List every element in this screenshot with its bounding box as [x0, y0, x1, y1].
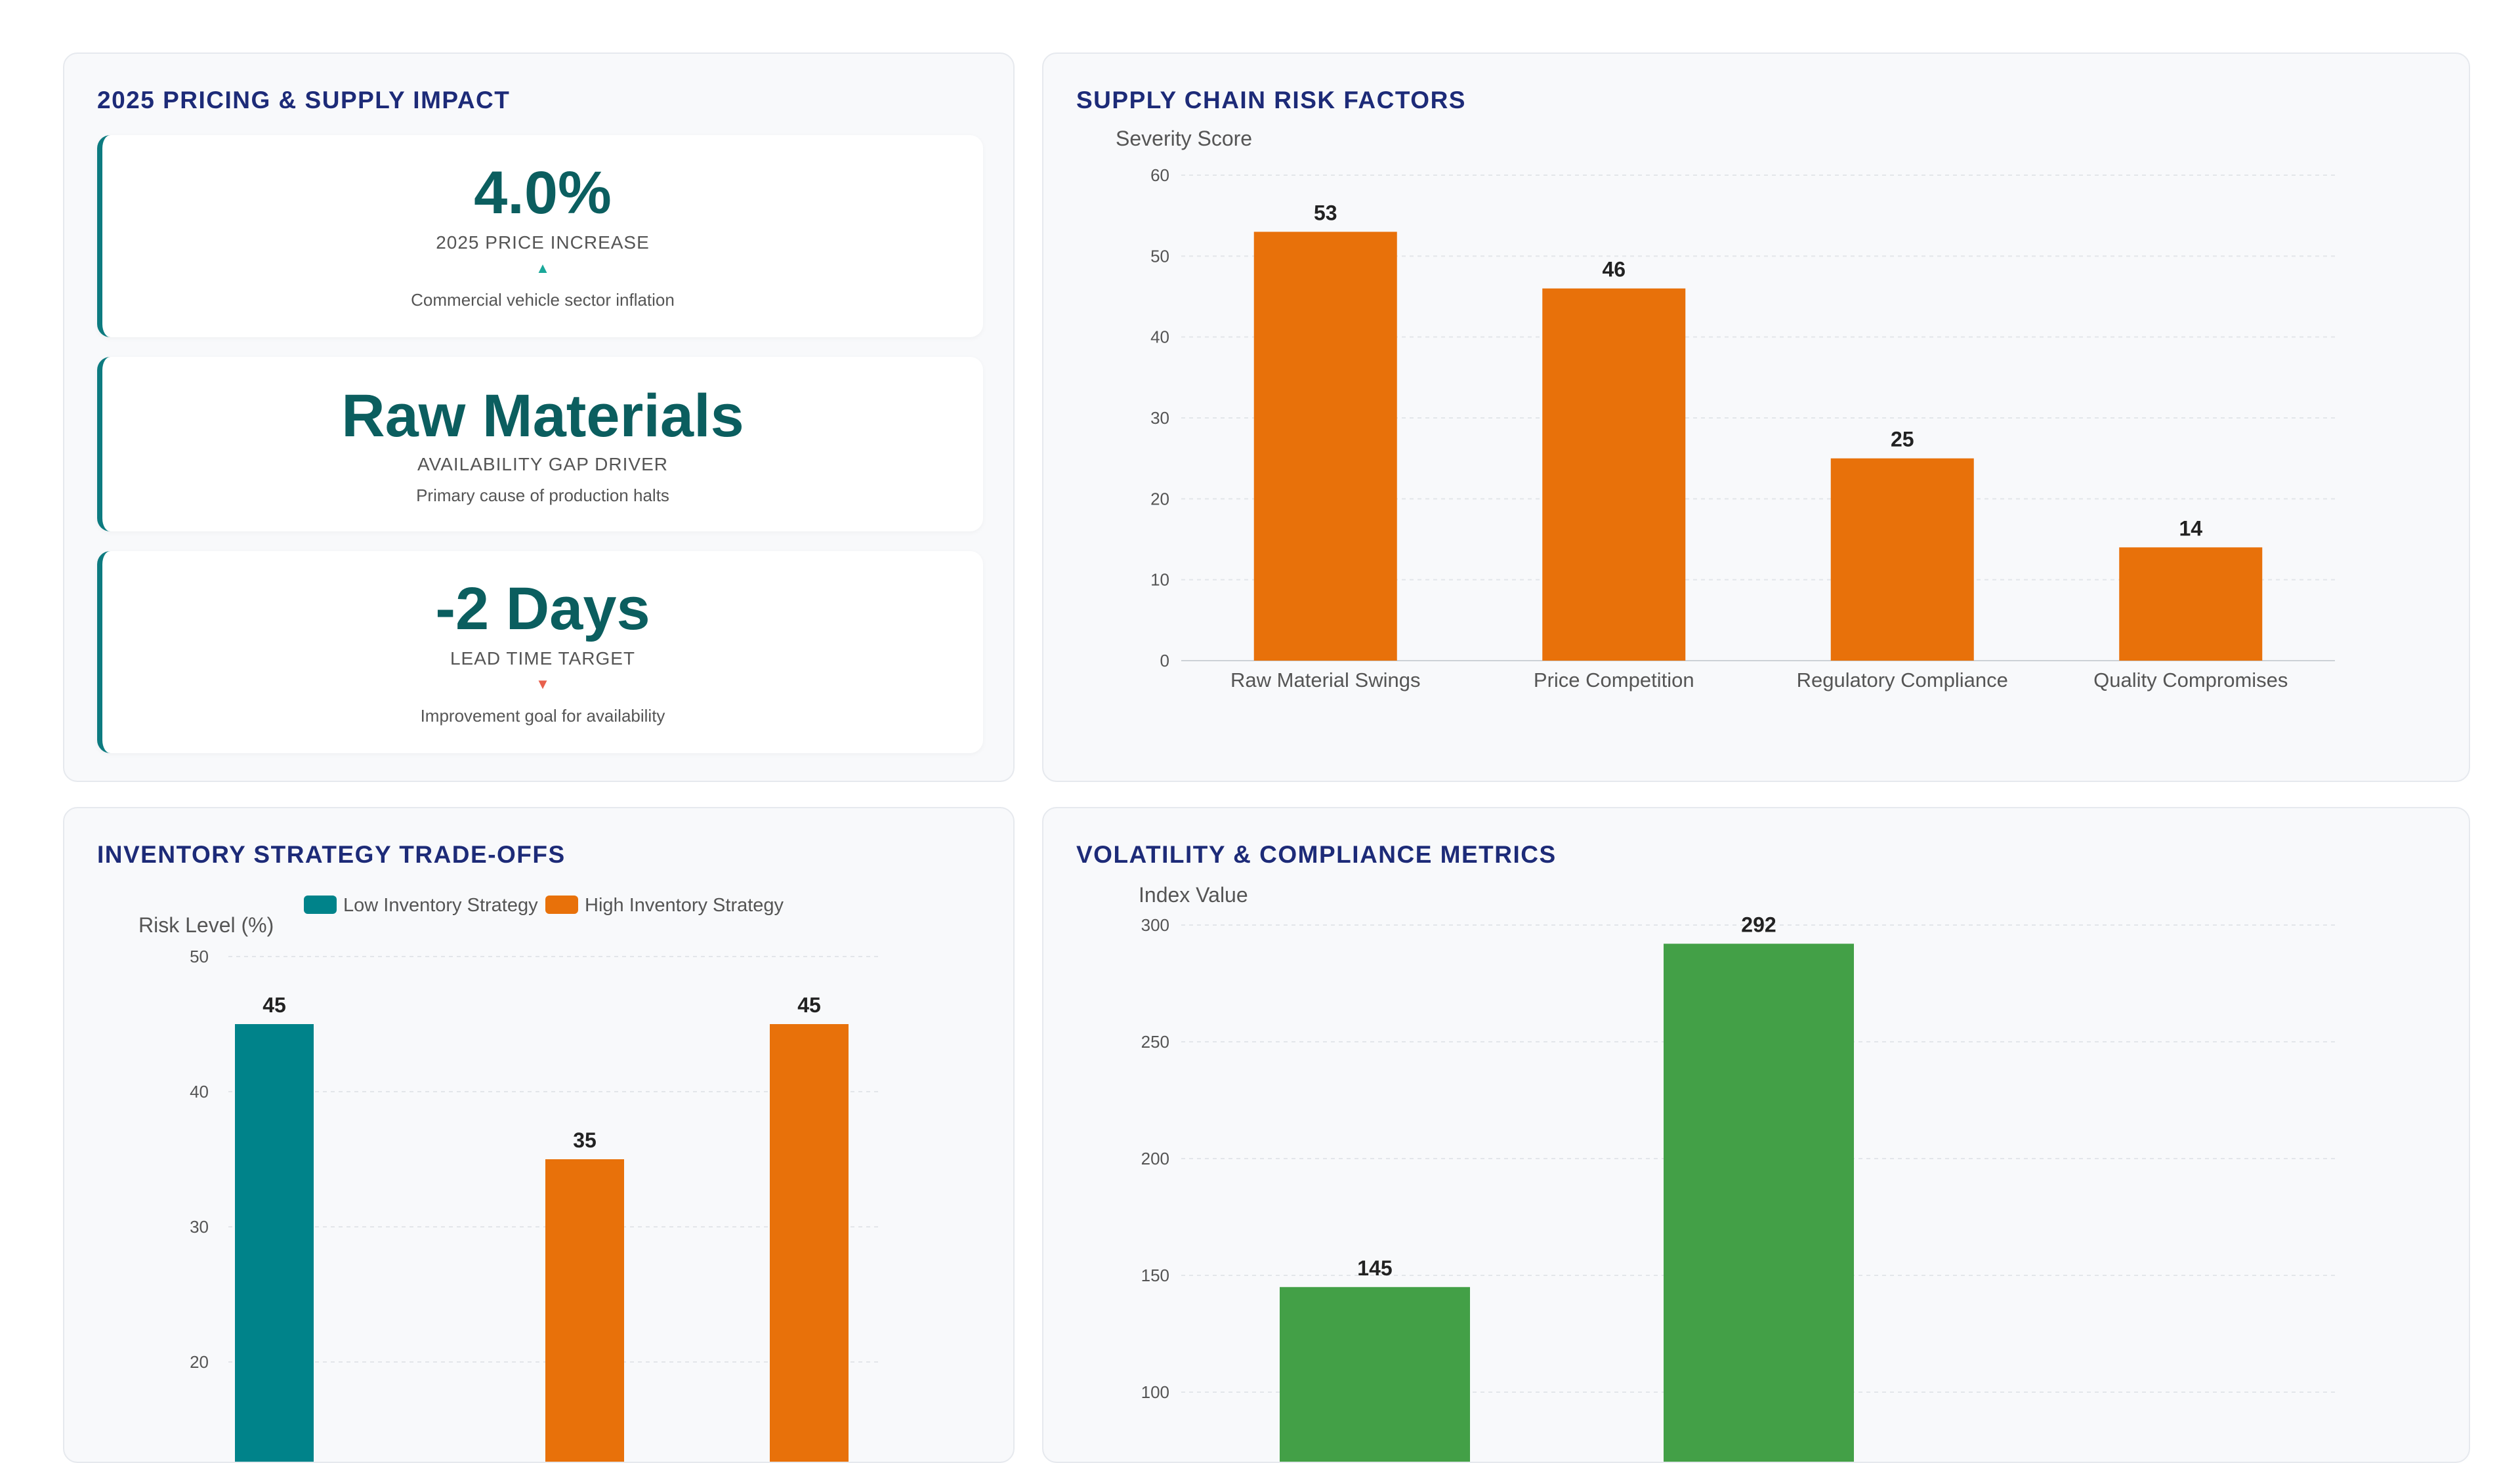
data-label: 14 [2179, 516, 2202, 540]
risk-panel-title: SUPPLY CHAIN RISK FACTORS [1076, 87, 1466, 113]
bar [1542, 288, 1686, 661]
bar [545, 1159, 624, 1462]
x-tick-label: Quality Compromises [2093, 669, 2288, 691]
kpi-description: Improvement goal for availability [420, 706, 665, 726]
y-axis-label: Severity Score [1116, 127, 1252, 150]
data-label: 53 [1314, 201, 1337, 224]
inventory-bar-chart: Low Inventory Strategy High Inventory Str… [138, 895, 878, 1462]
kpi-label: 2025 PRICE INCREASE [436, 232, 650, 253]
pricing-panel: 2025 PRICING & SUPPLY IMPACT 4.0% 2025 P… [63, 52, 1015, 782]
inventory-panel: INVENTORY STRATEGY TRADE-OFFS Low Invent… [63, 807, 1015, 1463]
legend-swatch [304, 896, 337, 914]
y-tick-label: 0 [1160, 651, 1169, 670]
volatility-panel-title: VOLATILITY & COMPLIANCE METRICS [1076, 841, 1557, 868]
legend-label: High Inventory Strategy [585, 895, 784, 916]
y-tick-label: 40 [190, 1082, 209, 1102]
y-tick-label: 300 [1141, 915, 1169, 935]
volatility-panel: VOLATILITY & COMPLIANCE METRICS Index Va… [1042, 807, 2470, 1463]
kpi-label: LEAD TIME TARGET [450, 648, 636, 669]
bar [1253, 232, 1397, 661]
bar [1830, 458, 1974, 661]
y-tick-label: 20 [1150, 489, 1169, 508]
y-tick-label: 250 [1141, 1032, 1169, 1052]
data-label: 45 [797, 993, 821, 1017]
kpi-card-lead-time: -2 Days LEAD TIME TARGET ▼ Improvement g… [97, 551, 983, 753]
y-tick-label: 50 [1150, 246, 1169, 266]
volatility-bar-chart: Index Value 100 150 200 250 300 145 292 [1139, 883, 2335, 1462]
down-arrow-icon: ▼ [536, 676, 550, 692]
data-label: 145 [1357, 1256, 1392, 1280]
kpi-label: AVAILABILITY GAP DRIVER [417, 454, 668, 474]
data-label: 46 [1602, 258, 1626, 281]
data-label: 292 [1741, 913, 1776, 936]
x-tick-label: Regulatory Compliance [1797, 669, 2008, 691]
data-label: 25 [1891, 428, 1914, 451]
y-tick-label: 20 [190, 1352, 209, 1372]
bar [1664, 943, 1854, 1462]
y-axis-label: Index Value [1139, 883, 1248, 907]
legend-label: Low Inventory Strategy [343, 895, 538, 916]
x-tick-label: Raw Material Swings [1230, 669, 1420, 691]
y-tick-label: 50 [190, 947, 209, 966]
bar [1280, 1287, 1470, 1462]
y-tick-label: 150 [1141, 1266, 1169, 1285]
x-tick-label: Price Competition [1534, 669, 1694, 691]
y-tick-label: 60 [1150, 165, 1169, 185]
kpi-card-price-increase: 4.0% 2025 PRICE INCREASE ▲ Commercial ve… [97, 135, 983, 337]
kpi-description: Primary cause of production halts [416, 485, 669, 505]
pricing-panel-title: 2025 PRICING & SUPPLY IMPACT [97, 87, 511, 113]
kpi-card-availability-gap: Raw Materials AVAILABILITY GAP DRIVER Pr… [97, 357, 983, 531]
kpi-description: Commercial vehicle sector inflation [411, 290, 675, 310]
bar [235, 1024, 314, 1462]
inventory-panel-title: INVENTORY STRATEGY TRADE-OFFS [97, 841, 566, 868]
y-tick-label: 200 [1141, 1149, 1169, 1168]
y-tick-label: 10 [1150, 570, 1169, 590]
y-tick-label: 40 [1150, 327, 1169, 347]
y-axis-label: Risk Level (%) [138, 913, 274, 937]
data-label: 35 [573, 1128, 597, 1152]
bar [2119, 547, 2263, 661]
risk-panel: SUPPLY CHAIN RISK FACTORS Severity Score… [1042, 52, 2470, 782]
y-tick-label: 30 [190, 1217, 209, 1237]
y-tick-label: 30 [1150, 408, 1169, 428]
data-label: 45 [262, 993, 286, 1017]
kpi-value: Raw Materials [341, 382, 744, 449]
y-tick-label: 100 [1141, 1382, 1169, 1402]
up-arrow-icon: ▲ [536, 260, 550, 276]
legend-swatch [545, 896, 578, 914]
kpi-value: 4.0% [474, 159, 612, 226]
bar [770, 1024, 849, 1462]
risk-bar-chart: Severity Score 0 10 20 30 40 50 60 53 Raw Materia… [1116, 127, 2335, 691]
kpi-value: -2 Days [435, 575, 650, 642]
